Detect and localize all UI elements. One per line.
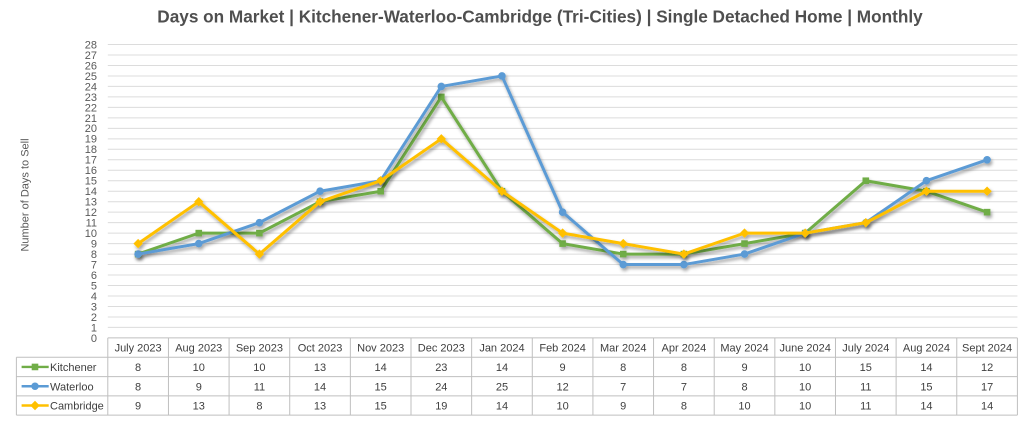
- svg-text:14: 14: [375, 362, 387, 374]
- svg-text:20: 20: [85, 123, 97, 135]
- svg-text:12: 12: [981, 362, 993, 374]
- svg-text:Waterloo: Waterloo: [50, 381, 94, 393]
- svg-text:23: 23: [435, 362, 447, 374]
- svg-text:Cambridge: Cambridge: [50, 401, 104, 413]
- svg-text:8: 8: [620, 362, 626, 374]
- svg-text:13: 13: [314, 362, 326, 374]
- svg-text:9: 9: [135, 401, 141, 413]
- svg-text:Mar 2024: Mar 2024: [600, 343, 646, 355]
- svg-text:13: 13: [314, 401, 326, 413]
- svg-text:10: 10: [738, 401, 750, 413]
- svg-text:8: 8: [91, 249, 97, 261]
- svg-text:9: 9: [620, 401, 626, 413]
- svg-text:0: 0: [91, 333, 97, 345]
- svg-text:9: 9: [91, 239, 97, 251]
- svg-text:Nov 2023: Nov 2023: [357, 343, 404, 355]
- svg-text:17: 17: [85, 155, 97, 167]
- svg-text:14: 14: [496, 362, 508, 374]
- svg-text:8: 8: [741, 381, 747, 393]
- svg-text:15: 15: [85, 176, 97, 188]
- svg-text:14: 14: [981, 401, 993, 413]
- svg-text:1: 1: [91, 322, 97, 334]
- svg-text:26: 26: [85, 60, 97, 72]
- svg-text:14: 14: [496, 401, 508, 413]
- svg-text:25: 25: [85, 71, 97, 83]
- svg-text:Aug 2024: Aug 2024: [903, 343, 950, 355]
- svg-text:Jan 2024: Jan 2024: [479, 343, 524, 355]
- svg-text:8: 8: [135, 381, 141, 393]
- svg-text:25: 25: [496, 381, 508, 393]
- svg-text:11: 11: [860, 401, 871, 413]
- svg-text:10: 10: [193, 362, 205, 374]
- svg-text:12: 12: [85, 207, 97, 219]
- svg-text:24: 24: [435, 381, 447, 393]
- svg-text:10: 10: [799, 362, 811, 374]
- svg-text:July 2023: July 2023: [115, 343, 162, 355]
- svg-text:14: 14: [314, 381, 326, 393]
- svg-text:Oct 2023: Oct 2023: [298, 343, 343, 355]
- svg-text:4: 4: [91, 291, 97, 303]
- svg-text:27: 27: [85, 50, 97, 62]
- svg-text:Dec 2023: Dec 2023: [418, 343, 465, 355]
- svg-text:Aug 2023: Aug 2023: [175, 343, 222, 355]
- svg-text:10: 10: [85, 228, 97, 240]
- svg-text:13: 13: [193, 401, 205, 413]
- svg-text:19: 19: [435, 401, 447, 413]
- svg-text:14: 14: [85, 186, 97, 198]
- svg-text:7: 7: [620, 381, 626, 393]
- svg-text:23: 23: [85, 92, 97, 104]
- svg-text:22: 22: [85, 102, 97, 114]
- svg-text:10: 10: [556, 401, 568, 413]
- svg-text:May 2024: May 2024: [720, 343, 768, 355]
- svg-text:9: 9: [560, 362, 566, 374]
- svg-text:15: 15: [920, 381, 932, 393]
- svg-text:17: 17: [981, 381, 993, 393]
- svg-text:10: 10: [253, 362, 265, 374]
- svg-text:8: 8: [681, 362, 687, 374]
- svg-text:9: 9: [741, 362, 747, 374]
- svg-text:28: 28: [85, 39, 97, 51]
- svg-text:8: 8: [135, 362, 141, 374]
- svg-text:15: 15: [375, 401, 387, 413]
- svg-text:5: 5: [91, 280, 97, 292]
- svg-text:18: 18: [85, 144, 97, 156]
- svg-text:14: 14: [920, 362, 932, 374]
- svg-text:2: 2: [91, 312, 97, 324]
- svg-text:Sept 2024: Sept 2024: [962, 343, 1012, 355]
- svg-text:11: 11: [860, 381, 871, 393]
- svg-text:Sep 2023: Sep 2023: [236, 343, 283, 355]
- svg-text:6: 6: [91, 270, 97, 282]
- svg-text:7: 7: [91, 259, 97, 271]
- svg-text:Days on Market | Kitchener-Wat: Days on Market | Kitchener-Waterloo-Camb…: [157, 7, 923, 27]
- svg-text:9: 9: [196, 381, 202, 393]
- svg-text:July 2024: July 2024: [842, 343, 889, 355]
- svg-text:15: 15: [375, 381, 387, 393]
- svg-text:8: 8: [256, 401, 262, 413]
- svg-text:15: 15: [860, 362, 872, 374]
- svg-text:16: 16: [85, 165, 97, 177]
- svg-text:21: 21: [85, 113, 97, 125]
- svg-text:12: 12: [556, 381, 568, 393]
- svg-text:10: 10: [799, 381, 811, 393]
- svg-text:8: 8: [681, 401, 687, 413]
- svg-text:Feb 2024: Feb 2024: [539, 343, 585, 355]
- svg-text:13: 13: [85, 197, 97, 209]
- svg-text:7: 7: [681, 381, 687, 393]
- svg-text:19: 19: [85, 134, 97, 146]
- svg-text:24: 24: [85, 81, 97, 93]
- svg-text:June 2024: June 2024: [779, 343, 830, 355]
- svg-text:3: 3: [91, 301, 97, 313]
- svg-text:Kitchener: Kitchener: [50, 362, 97, 374]
- svg-text:Number of Days to Sell: Number of Days to Sell: [19, 138, 31, 251]
- svg-text:11: 11: [254, 381, 265, 393]
- svg-text:Apr 2024: Apr 2024: [662, 343, 707, 355]
- svg-text:11: 11: [86, 218, 97, 230]
- svg-text:14: 14: [920, 401, 932, 413]
- svg-text:10: 10: [799, 401, 811, 413]
